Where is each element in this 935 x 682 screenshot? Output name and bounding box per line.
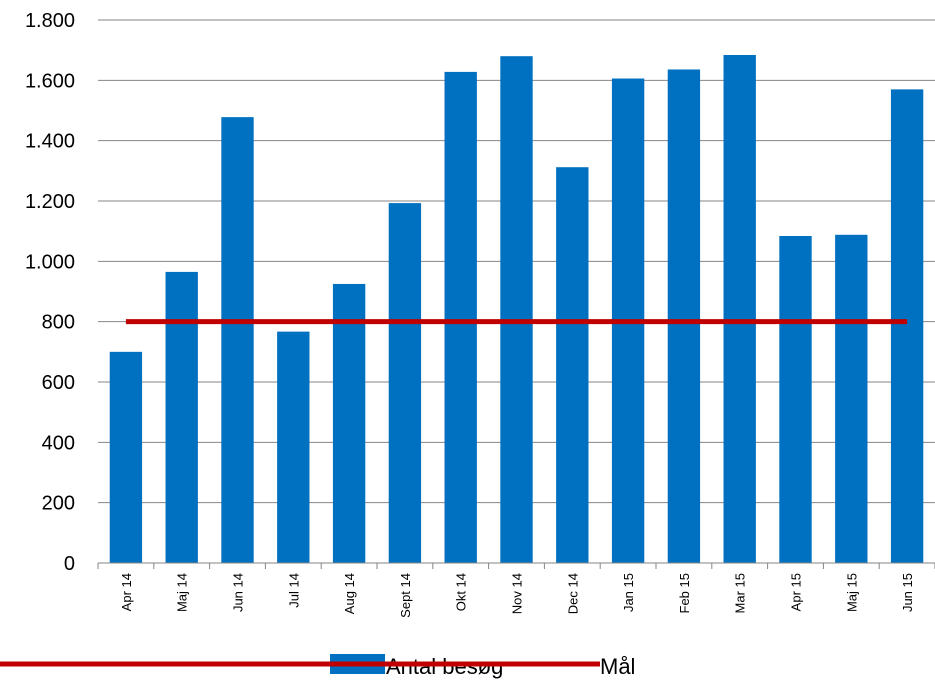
x-tick-label: Jun 15 <box>900 573 915 612</box>
bars-antal-besog <box>109 54 924 564</box>
bar <box>835 234 868 563</box>
bar <box>444 71 477 564</box>
x-tick-label: Maj 15 <box>844 573 859 612</box>
x-tick-label: Apr 14 <box>119 573 134 611</box>
bar <box>500 56 533 563</box>
bar <box>890 89 924 563</box>
bar <box>556 167 589 564</box>
bar <box>277 331 310 563</box>
legend: Antal besøg Mål <box>0 654 635 679</box>
y-tick-label: 600 <box>42 372 75 394</box>
x-tick-label: Jan 15 <box>621 573 636 612</box>
bar <box>332 283 366 563</box>
bar <box>779 235 812 563</box>
x-tick-label: Dec 14 <box>565 573 580 614</box>
x-tick-label: Apr 15 <box>789 573 804 611</box>
x-tick-label: Okt 14 <box>454 573 469 611</box>
x-tick-label: Feb 15 <box>677 573 692 613</box>
y-tick-label: 1.000 <box>25 251 75 273</box>
y-tick-label: 200 <box>42 493 75 515</box>
y-tick-label: 1.800 <box>25 10 75 32</box>
bar <box>221 117 254 564</box>
bar <box>723 54 756 563</box>
x-axis <box>97 562 935 569</box>
y-axis-ticks: 0 200 400 600 800 1.000 1.200 1.400 1.600 1.800 <box>25 10 75 575</box>
y-tick-label: 1.600 <box>25 70 75 92</box>
bar <box>165 271 198 563</box>
bar <box>667 69 701 564</box>
y-tick-label: 1.200 <box>25 191 75 213</box>
y-tick-label: 1.400 <box>25 131 75 153</box>
x-tick-label: Mar 15 <box>733 573 748 613</box>
x-tick-label: Maj 14 <box>175 573 190 612</box>
bar <box>388 203 422 563</box>
x-axis-ticks: Apr 14 Maj 14 Jun 14 Jul 14 Aug 14 Sept 14 Okt… <box>119 573 915 618</box>
x-tick-label: Nov 14 <box>510 573 525 614</box>
x-tick-label: Sept 14 <box>398 573 413 618</box>
x-tick-label: Jun 14 <box>231 573 246 612</box>
x-tick-label: Aug 14 <box>342 573 357 614</box>
legend-label-maal: Mål <box>600 654 635 679</box>
bar <box>109 351 143 563</box>
y-tick-label: 400 <box>42 432 75 454</box>
y-tick-label: 800 <box>42 312 75 334</box>
x-tick-label: Jul 14 <box>286 573 301 608</box>
y-tick-label: 0 <box>64 553 75 575</box>
